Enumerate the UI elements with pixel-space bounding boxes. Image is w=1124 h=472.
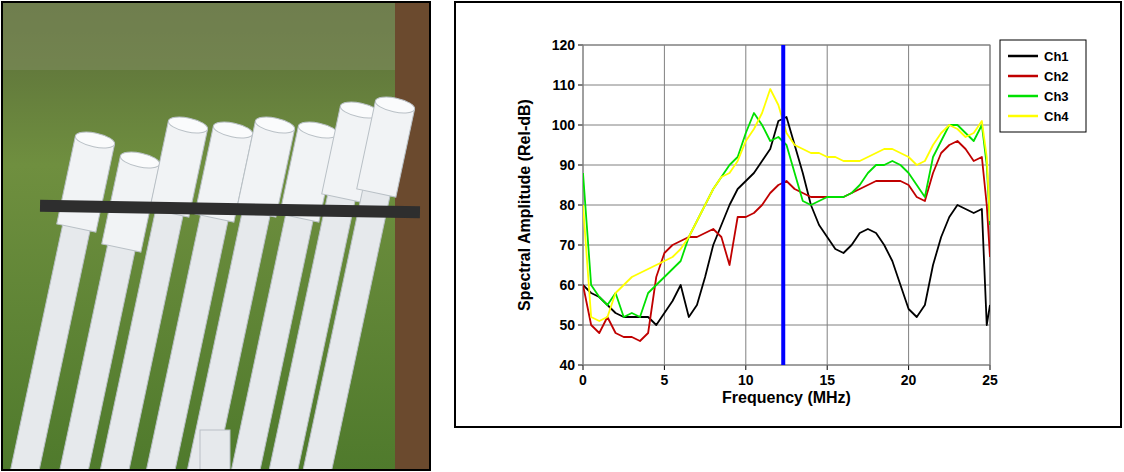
tick — [583, 365, 584, 370]
tick — [827, 365, 828, 370]
tick — [578, 205, 583, 206]
y-tick-label: 100 — [552, 117, 576, 133]
tick — [990, 365, 991, 370]
legend-swatch — [1008, 115, 1038, 118]
photo — [0, 0, 432, 472]
tick — [664, 365, 665, 370]
y-tick-label: 80 — [559, 197, 575, 213]
grid-line — [583, 325, 990, 326]
marker-line — [781, 45, 785, 365]
page: 40 50 60 70 80 90 100 110 120 0 5 10 15 20 25 Frequency… — [0, 0, 1124, 472]
grid-line — [583, 245, 990, 246]
grid-line — [583, 125, 990, 126]
legend-label: Ch2 — [1044, 69, 1069, 84]
x-tick-label: 15 — [819, 372, 835, 388]
x-tick-label: 0 — [579, 372, 587, 388]
x-tick-label: 25 — [982, 372, 998, 388]
legend-swatch — [1008, 95, 1038, 98]
y-tick-label: 50 — [559, 317, 575, 333]
x-tick-label: 10 — [738, 372, 754, 388]
tick — [578, 245, 583, 246]
plot-frame — [583, 45, 990, 365]
photo-crossbar — [40, 200, 420, 219]
series-line — [583, 89, 990, 321]
photo-hedge — [3, 3, 429, 70]
y-axis-title: Spectral Amplitude (Rel-dB) — [516, 99, 533, 311]
x-tick-label: 5 — [661, 372, 669, 388]
legend: Ch1 Ch2 Ch3 Ch4 — [1000, 40, 1086, 132]
grid — [578, 45, 990, 370]
legend-label: Ch3 — [1044, 89, 1069, 104]
grid-line — [827, 45, 828, 365]
grid-line — [908, 45, 909, 365]
tick — [578, 45, 583, 46]
legend-swatch — [1008, 55, 1038, 58]
plot-area — [583, 45, 990, 365]
grid-line — [583, 85, 990, 86]
series-line — [583, 113, 990, 317]
tick — [578, 125, 583, 126]
x-tick-label: 20 — [901, 372, 917, 388]
legend-label: Ch1 — [1044, 49, 1069, 64]
x-axis-title: Frequency (MHz) — [722, 389, 851, 406]
photo-frame — [2, 2, 430, 470]
tick — [745, 365, 746, 370]
grid-line — [583, 205, 990, 206]
series-line — [583, 141, 990, 341]
tick — [578, 85, 583, 86]
tick — [578, 325, 583, 326]
y-tick-label: 70 — [559, 237, 575, 253]
grid-line — [745, 45, 746, 365]
legend-box — [1000, 40, 1086, 132]
grid-line — [583, 165, 990, 166]
tick — [578, 165, 583, 166]
tick — [908, 365, 909, 370]
legend-label: Ch4 — [1044, 109, 1069, 124]
tick — [578, 285, 583, 286]
y-tick-label: 60 — [559, 277, 575, 293]
photo-pipe — [294, 94, 416, 469]
y-tick-label: 40 — [559, 357, 575, 373]
legend-swatch — [1008, 75, 1038, 78]
y-tick-label: 120 — [552, 37, 576, 53]
grid-line — [664, 45, 665, 365]
photo-pipe-end — [200, 430, 230, 469]
chart-frame — [455, 2, 1121, 427]
y-tick-label: 110 — [552, 77, 575, 93]
photo-post — [395, 3, 429, 469]
tick — [578, 365, 583, 366]
y-tick-label: 90 — [559, 157, 575, 173]
